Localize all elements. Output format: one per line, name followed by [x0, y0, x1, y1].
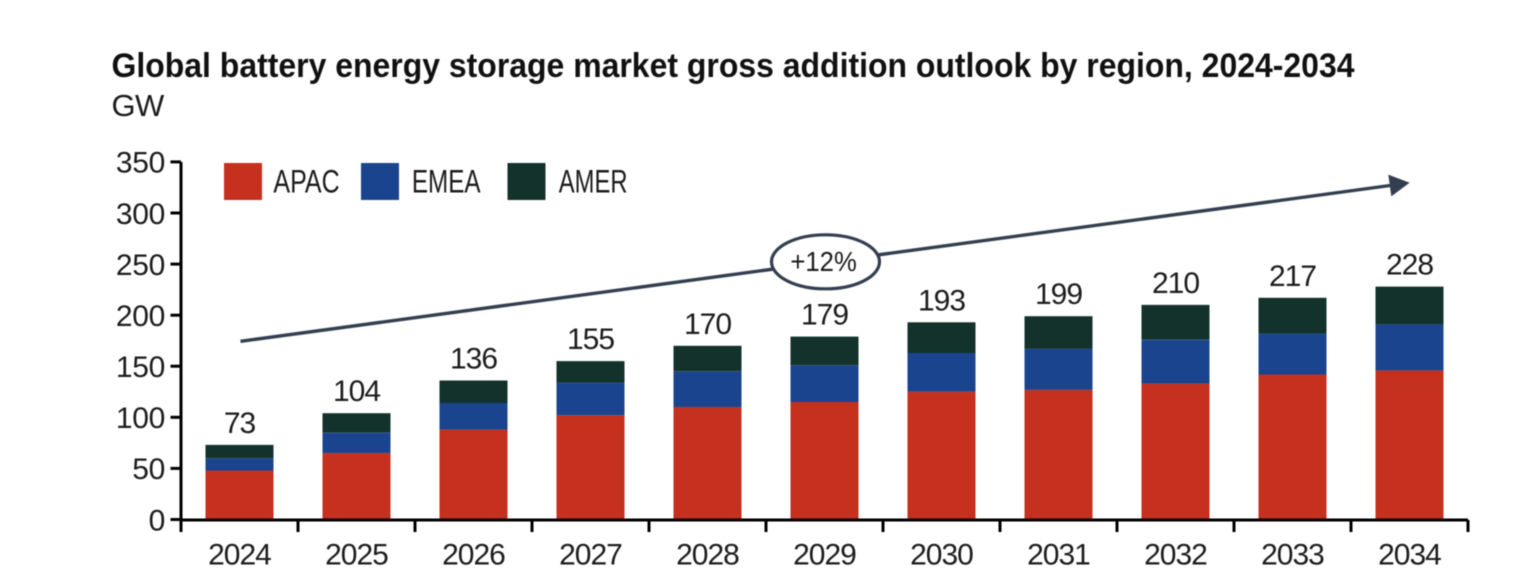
svg-text:199: 199	[1035, 278, 1082, 311]
svg-text:+12%: +12%	[790, 246, 857, 277]
svg-text:APAC: APAC	[273, 164, 339, 200]
svg-text:AMER: AMER	[559, 164, 628, 200]
svg-text:2027: 2027	[559, 539, 622, 572]
svg-text:200: 200	[116, 300, 165, 333]
svg-text:2026: 2026	[442, 539, 505, 572]
svg-text:2030: 2030	[910, 539, 973, 572]
svg-text:179: 179	[801, 299, 848, 332]
svg-text:170: 170	[684, 308, 731, 341]
svg-text:2033: 2033	[1261, 539, 1324, 572]
svg-text:136: 136	[450, 343, 497, 376]
svg-text:150: 150	[116, 351, 165, 384]
svg-text:193: 193	[918, 284, 965, 317]
svg-text:155: 155	[567, 323, 614, 356]
svg-text:50: 50	[132, 453, 165, 486]
svg-text:2028: 2028	[676, 539, 739, 572]
svg-text:217: 217	[1269, 260, 1316, 293]
svg-text:300: 300	[116, 198, 165, 231]
svg-text:GW: GW	[112, 88, 166, 123]
svg-text:250: 250	[116, 249, 165, 282]
svg-text:2024: 2024	[208, 539, 271, 572]
svg-text:EMEA: EMEA	[412, 164, 481, 200]
svg-text:228: 228	[1386, 249, 1433, 282]
svg-text:100: 100	[116, 402, 165, 435]
svg-text:350: 350	[116, 147, 165, 180]
svg-text:Global battery energy storage: Global battery energy storage market gro…	[112, 47, 1355, 85]
svg-text:2032: 2032	[1144, 539, 1207, 572]
svg-text:210: 210	[1152, 267, 1199, 300]
svg-text:104: 104	[333, 375, 380, 408]
svg-text:73: 73	[224, 407, 256, 440]
svg-text:2029: 2029	[793, 539, 856, 572]
svg-text:2034: 2034	[1378, 539, 1441, 572]
svg-text:0: 0	[149, 504, 165, 537]
svg-text:2025: 2025	[325, 539, 388, 572]
svg-text:2031: 2031	[1027, 539, 1090, 572]
